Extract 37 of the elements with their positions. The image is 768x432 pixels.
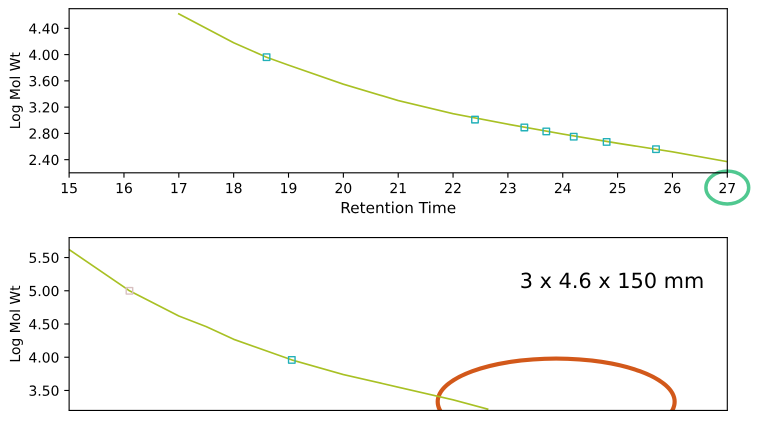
x-tick-label: 22 [445, 182, 460, 194]
line-series [69, 248, 488, 410]
point [570, 132, 578, 141]
y-axis-title: Log Mol Wt [9, 286, 23, 362]
x-tick-label: 24 [554, 182, 571, 194]
y-tick-label: 4.00 [29, 352, 58, 363]
y-tick-label: 2.40 [29, 154, 58, 166]
point [471, 116, 479, 124]
x-axis-title: Retention Time [342, 202, 456, 214]
y-tick-label: 4.40 [29, 23, 58, 34]
x-tick-label: 15 [62, 182, 77, 194]
x-tick-label: 26 [664, 182, 680, 194]
annotation: 3 x 4.6 x 150 mm [521, 272, 702, 288]
point [602, 138, 611, 146]
x-tick-label: 27 [719, 182, 735, 194]
y-tick-label: 4.50 [29, 318, 58, 330]
y-tick-label: 3.50 [30, 385, 58, 396]
x-tick-label: 21 [390, 182, 406, 194]
x-tick-label: 16 [116, 182, 132, 194]
line-series [178, 13, 728, 162]
x-tick-label: 23 [500, 182, 516, 194]
y-tick-label: 2.80 [29, 128, 58, 139]
y-tick-label: 5.50 [30, 252, 58, 264]
y-tick-label: 3.20 [30, 102, 58, 113]
y-tick-label: 3.60 [30, 76, 58, 86]
y-tick-label: 4.00 [29, 50, 58, 60]
x-tick-label: 20 [336, 182, 352, 194]
y-axis-title: Log Mol Wt [9, 52, 23, 128]
point [542, 127, 550, 136]
x-tick-label: 18 [226, 182, 242, 194]
y-tick-label: 5.00 [30, 286, 58, 296]
point [652, 145, 660, 154]
x-tick-label: 25 [610, 182, 626, 194]
x-tick-label: 19 [281, 182, 296, 194]
x-tick-label: 17 [172, 182, 186, 194]
point [520, 124, 528, 132]
point [262, 53, 271, 62]
